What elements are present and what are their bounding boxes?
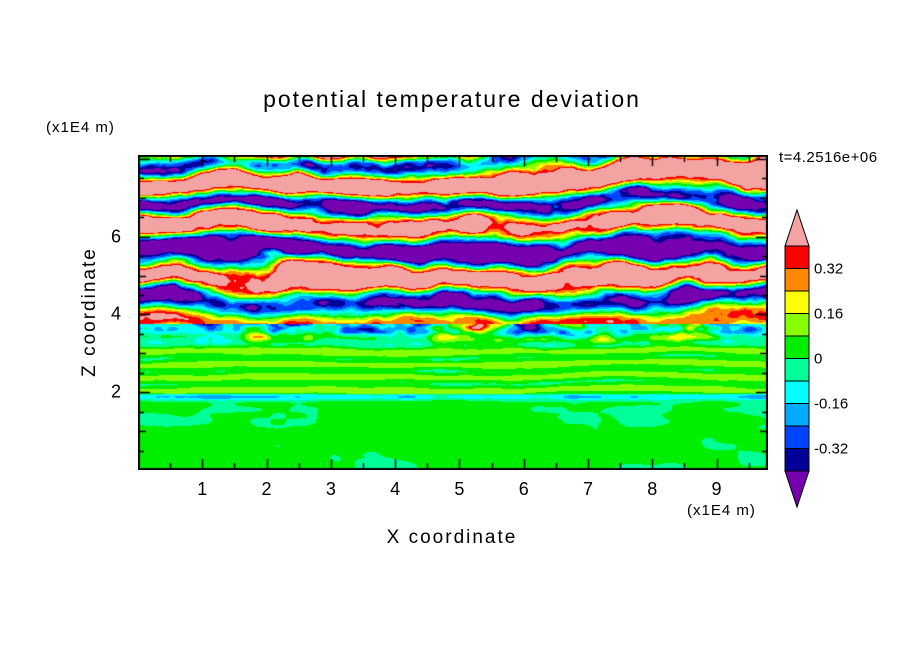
colorbar-over-arrow <box>784 208 810 247</box>
x-tick-label: 4 <box>390 479 401 499</box>
colorbar-tick-label: -0.16 <box>814 395 849 412</box>
colorbar-under-arrow <box>784 470 810 509</box>
z-tick-label: 6 <box>110 226 122 247</box>
colorbar-band <box>784 380 810 404</box>
colorbar-tick-label: 0.16 <box>814 305 844 322</box>
x-tick-label: 2 <box>261 479 272 499</box>
colorbar-band <box>784 268 810 292</box>
x-tick-label: 5 <box>454 479 465 499</box>
colorbar <box>784 208 810 509</box>
x-tick-label: 6 <box>518 479 529 499</box>
colorbar-tick-label: -0.32 <box>814 440 849 457</box>
plot-title: potential temperature deviation <box>263 86 641 112</box>
colorbar-band <box>784 335 810 359</box>
colorbar-band <box>784 245 810 269</box>
colorbar-tick-label: 0.32 <box>814 260 844 277</box>
x-tick-label: 9 <box>711 479 722 499</box>
colorbar-band <box>784 358 810 382</box>
colorbar-band <box>784 403 810 427</box>
colorbar-tick-label: 0 <box>814 350 823 367</box>
z-axis-label: Z coordinate <box>79 247 100 377</box>
x-tick-label: 8 <box>647 479 658 499</box>
colorbar-band <box>784 290 810 314</box>
z-tick-label: 2 <box>110 381 122 402</box>
colorbar-band <box>784 448 810 472</box>
x-tick-label: 1 <box>197 479 208 499</box>
z-tick-label: 4 <box>110 303 122 324</box>
colorbar-band <box>784 425 810 449</box>
x-tick-label: 7 <box>582 479 594 499</box>
x-axis-label: X coordinate <box>386 527 518 548</box>
contour-field-canvas <box>138 155 768 470</box>
time-stamp-label: t=4.2516e+06 <box>779 149 878 166</box>
x-axis-units-label: (x1E4 m) <box>687 502 756 519</box>
colorbar-band <box>784 313 810 337</box>
z-axis-units-label: (x1E4 m) <box>46 119 115 136</box>
x-tick-label: 3 <box>325 479 336 499</box>
